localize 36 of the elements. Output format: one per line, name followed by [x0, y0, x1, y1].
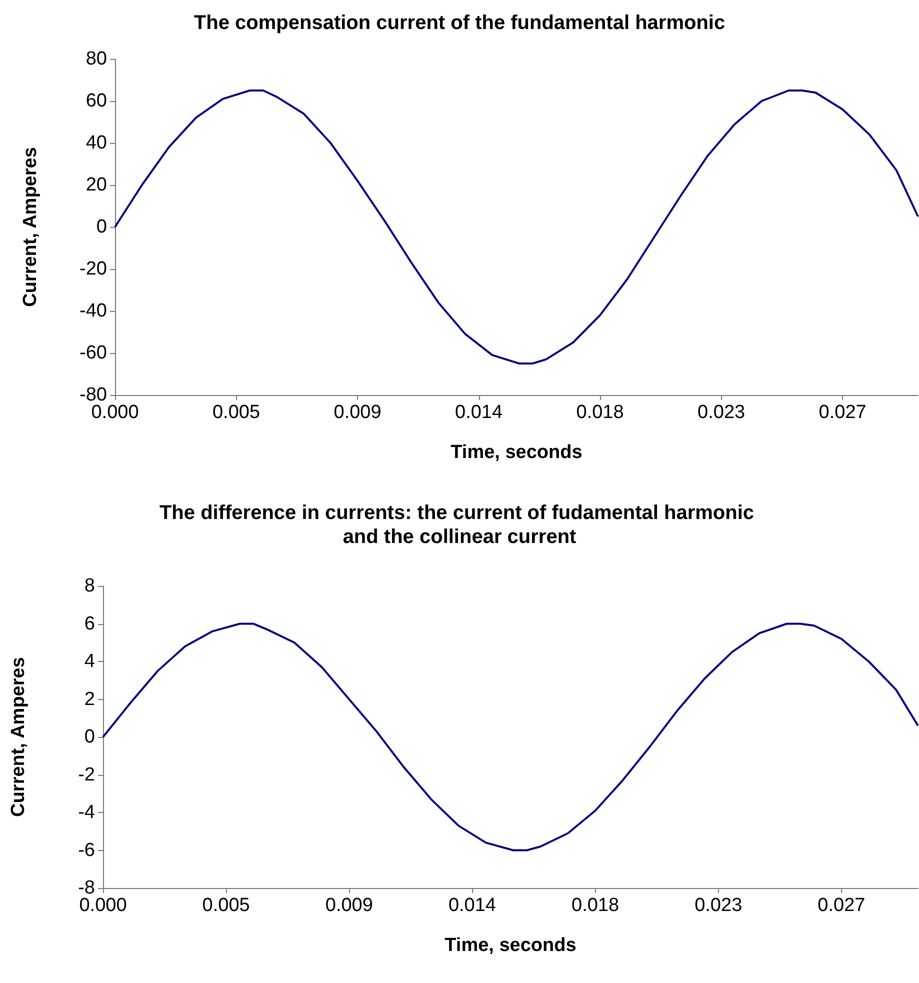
y-tick-label: 60	[86, 90, 107, 112]
x-tick-label: 0.014	[455, 402, 503, 423]
x-tick-label: 0.009	[334, 402, 382, 423]
y-tick-label: -2	[78, 764, 95, 786]
chart-title: The difference in currents: the current of fudamental harmonic and the collinear current	[159, 502, 760, 548]
chart-title: The compensation current of the fundamental harmonic	[194, 12, 726, 34]
x-tick-label: 0.005	[202, 895, 250, 916]
y-tick-label: -60	[80, 342, 107, 364]
y-tick-label: -40	[80, 300, 107, 322]
x-tick-label: 0.018	[576, 402, 624, 423]
line-series	[102, 622, 919, 852]
y-tick-label: 8	[84, 576, 95, 596]
line-series	[114, 90, 919, 364]
y-tick-label: 2	[84, 688, 95, 710]
x-tick-label: 0.023	[698, 402, 746, 423]
y-tick-label: 4	[84, 651, 96, 672]
y-tick-label: 0	[96, 216, 107, 238]
x-tick-label: 0.027	[818, 402, 866, 423]
x-tick-label: 0.005	[212, 402, 260, 423]
x-axis-title: Time, seconds	[444, 935, 576, 956]
x-tick-label: 0.014	[448, 895, 496, 916]
x-axis-title: Time, seconds	[450, 442, 582, 463]
y-tick-label: -4	[78, 802, 96, 823]
y-tick-label: 40	[86, 132, 107, 154]
y-axis-title: Current, Amperes	[20, 147, 41, 307]
y-tick-label: 20	[86, 174, 107, 196]
y-tick-label: -6	[78, 840, 95, 861]
y-tick-label: -20	[80, 258, 107, 280]
x-tick-label: 0.027	[818, 895, 866, 916]
y-axis-title: Current, Amperes	[8, 657, 29, 817]
y-tick-label: 6	[84, 613, 95, 634]
y-tick-label: 80	[86, 48, 107, 70]
x-tick-label: 0.018	[572, 895, 620, 916]
y-tick-label: 0	[84, 726, 95, 748]
x-tick-label: 0.023	[694, 895, 742, 916]
x-tick-label: 0.009	[325, 895, 373, 916]
